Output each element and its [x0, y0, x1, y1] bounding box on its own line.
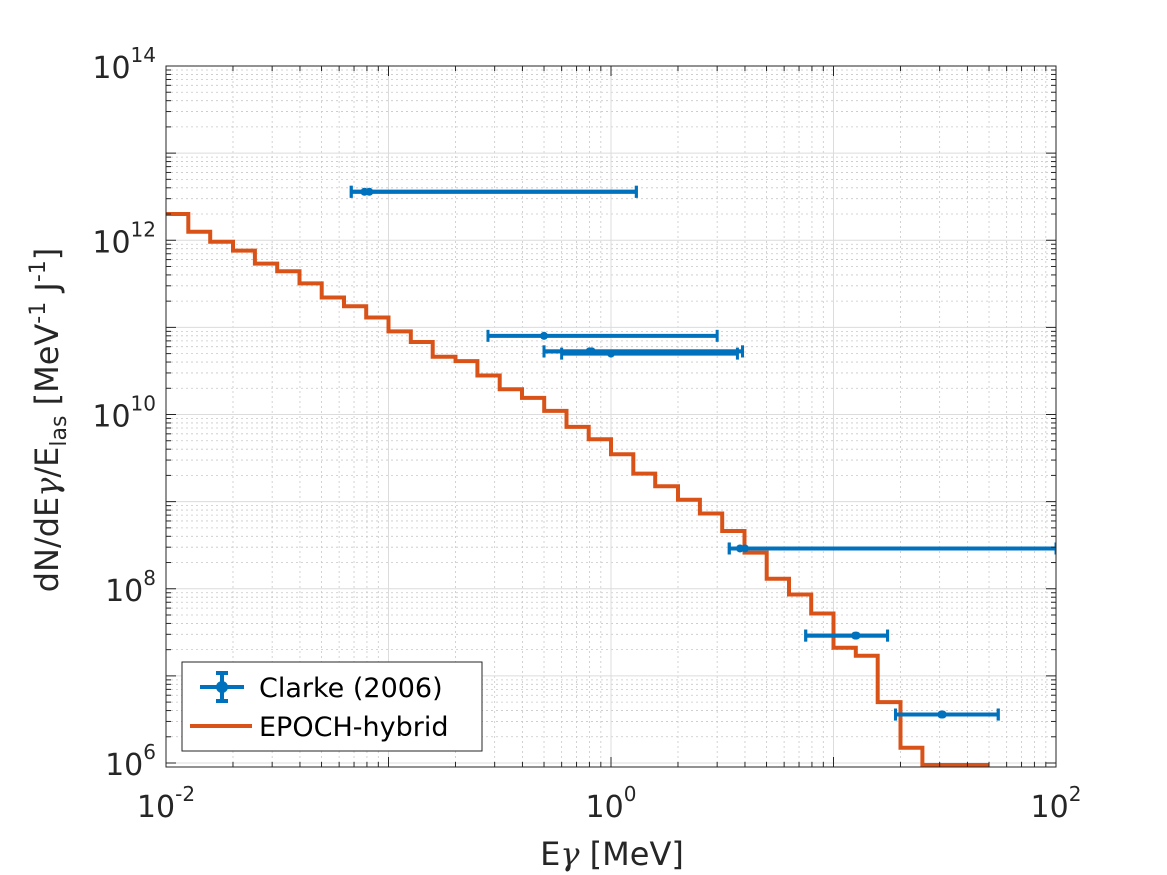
clarke-marker — [540, 331, 549, 340]
clarke-point-5 — [560, 347, 739, 360]
legend-box — [181, 661, 483, 752]
clarke-point-11 — [894, 708, 1000, 721]
ticks — [165, 65, 1057, 767]
y-axis-label: dN/dEγ/Elas [MeV-1 J-1] — [26, 248, 72, 593]
legend-label-epoch: EPOCH-hybrid — [259, 712, 448, 743]
y-tick-label: 106 — [105, 740, 156, 783]
legend-label-clarke: Clarke (2006) — [259, 673, 443, 704]
clarke-point-1 — [349, 185, 638, 198]
clarke-marker — [365, 187, 374, 196]
clarke-marker — [938, 710, 947, 719]
y-tick-label: 108 — [105, 566, 156, 609]
clarke-marker — [607, 349, 615, 358]
x-tick-label: 100 — [586, 782, 637, 825]
y-tick-label: 1014 — [92, 43, 156, 86]
legend: Clarke (2006) EPOCH-hybrid — [181, 661, 483, 752]
clarke-point-7 — [727, 542, 1056, 555]
legend-errorbar-symbol — [200, 671, 244, 703]
y-tick-label: 1010 — [92, 392, 156, 435]
y-tick-label: 1012 — [92, 217, 156, 260]
epoch-hybrid-stairs-line — [166, 212, 990, 767]
x-axis-label: Eγ [MeV] — [540, 835, 684, 873]
clarke-point-2 — [486, 329, 719, 342]
clarke-marker — [740, 544, 749, 553]
x-tick-labels: 10-2 100 102 — [137, 782, 1082, 825]
clarke-point-9 — [804, 629, 890, 642]
clarke-marker — [852, 631, 861, 640]
plot-data-area — [166, 185, 1056, 767]
x-tick-label: 102 — [1031, 782, 1082, 825]
y-tick-labels: 106 108 1010 1012 1014 — [92, 43, 156, 783]
x-tick-label: 10-2 — [137, 782, 195, 825]
